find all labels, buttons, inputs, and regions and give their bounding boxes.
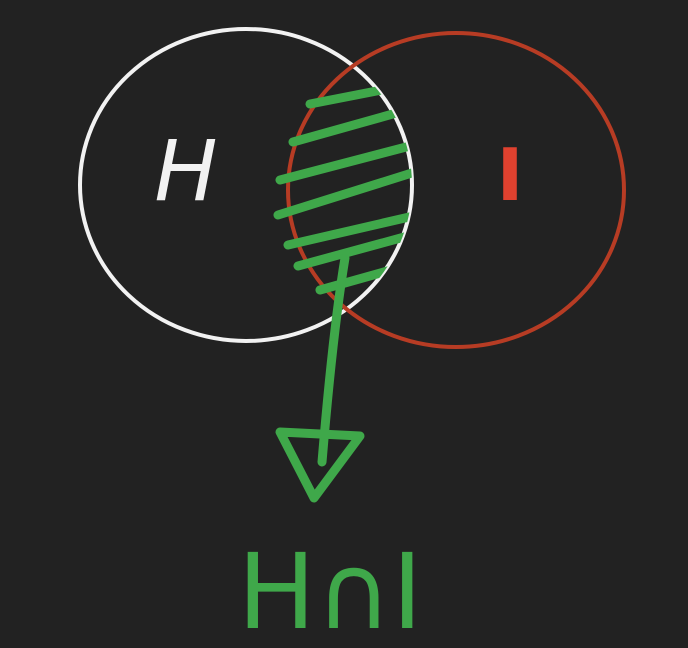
set-i-circle	[286, 31, 626, 349]
arrowhead	[275, 427, 365, 503]
intersection-result-label: H∩I	[238, 531, 423, 648]
set-h-circle	[78, 27, 414, 343]
set-i-label: I	[497, 133, 524, 217]
set-h-label: H	[154, 122, 217, 220]
intersection-hatching	[273, 83, 412, 295]
intersection-arrow	[275, 253, 365, 503]
